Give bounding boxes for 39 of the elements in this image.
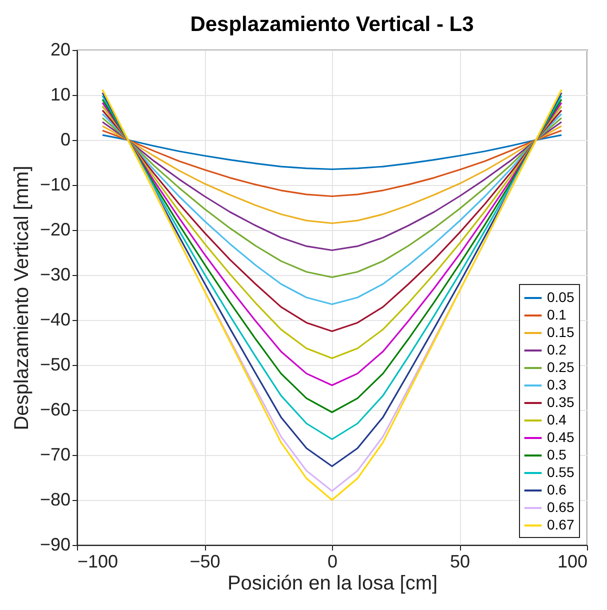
y-tick-label: −30	[40, 264, 70, 284]
legend-label: 0.4	[547, 412, 567, 428]
y-tick-label: 20	[50, 40, 70, 60]
legend-label: 0.55	[547, 464, 574, 480]
y-tick-label: 10	[50, 84, 70, 104]
line-series	[102, 117, 562, 278]
x-tick-label: 50	[450, 552, 470, 572]
x-tick-label: 100	[557, 552, 588, 572]
legend-label: 0.45	[547, 429, 574, 445]
x-axis-title: Posición en la losa [cm]	[227, 572, 438, 594]
y-tick-label: −90	[40, 534, 70, 554]
y-tick-label: −50	[40, 354, 70, 374]
y-tick-label: 0	[60, 130, 70, 150]
legend-label: 0.2	[547, 342, 567, 358]
y-tick-label: −10	[40, 174, 70, 194]
y-tick-label: −70	[40, 444, 70, 464]
line-series	[102, 134, 562, 170]
y-tick-label: −80	[40, 490, 70, 510]
y-tick-label: −60	[40, 400, 70, 420]
line-series	[102, 125, 562, 224]
legend-label: 0.5	[547, 446, 567, 462]
y-tick-label: −40	[40, 310, 70, 330]
legend-label: 0.15	[547, 324, 574, 340]
legend-label: 0.3	[547, 376, 567, 392]
y-axis-title: Desplazamiento Vertical [mm]	[10, 166, 33, 430]
x-tick-label: −100	[78, 552, 118, 572]
x-tick-label: −50	[190, 552, 220, 572]
x-tick-label: 0	[327, 552, 338, 572]
line-series	[102, 121, 562, 252]
legend-label: 0.6	[547, 482, 567, 498]
legend-label: 0.05	[547, 289, 574, 305]
line-series	[102, 130, 562, 198]
legend-label: 0.67	[547, 516, 574, 532]
legend-label: 0.35	[547, 394, 574, 410]
legend-label: 0.1	[547, 306, 567, 322]
legend-label: 0.65	[547, 499, 574, 515]
chart-title: Desplazamiento Vertical - L3	[190, 13, 474, 36]
legend-label: 0.25	[547, 359, 574, 375]
y-tick-label: −20	[40, 220, 70, 240]
